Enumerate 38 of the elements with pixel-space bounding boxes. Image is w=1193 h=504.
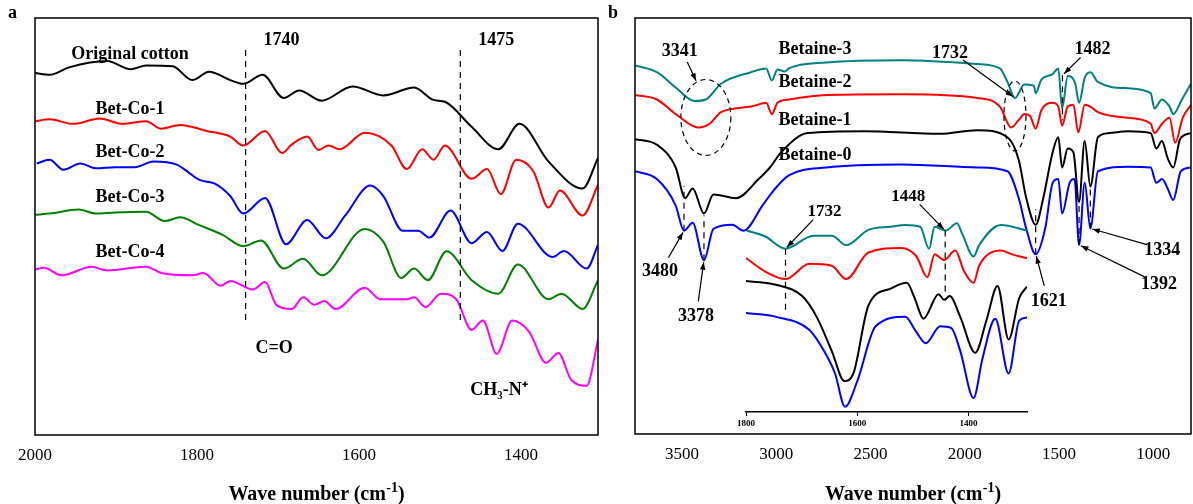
series-label: Betaine-0 — [778, 143, 852, 164]
series-label: Betaine-1 — [778, 109, 852, 130]
x-tick-label: 1800 — [180, 444, 215, 464]
x-tick-label: 3000 — [759, 443, 794, 463]
x-tick-label: 2500 — [853, 443, 888, 463]
chart-title: b — [608, 2, 619, 22]
x-tick-label: 2000 — [18, 444, 52, 464]
annotation: 1621 — [1030, 289, 1067, 310]
annotation: 1392 — [1141, 273, 1178, 294]
x-tick-label: 1400 — [504, 444, 539, 464]
annotation: 3341 — [661, 39, 698, 60]
annotation: 1448 — [891, 185, 926, 205]
x-tick-label: 3500 — [665, 443, 700, 463]
ref-line-label: 1740 — [263, 29, 300, 49]
series-label: Original cotton — [71, 43, 189, 64]
x-tick-label: 1500 — [1042, 443, 1077, 463]
annotation: 3480 — [642, 259, 678, 280]
series-label: Betaine-2 — [778, 71, 852, 91]
series-label: Bet-Co-4 — [95, 240, 165, 261]
annotation: 1732 — [807, 200, 842, 220]
annotation: 1334 — [1144, 238, 1181, 259]
annotation: 3378 — [677, 305, 714, 326]
x-tick-label: 1600 — [342, 444, 377, 464]
series-label: Bet-Co-2 — [95, 141, 165, 162]
series-label: Betaine-3 — [778, 38, 852, 59]
x-tick-label: 1000 — [1136, 443, 1171, 463]
series-label: Bet-Co-1 — [95, 97, 165, 118]
x-tick-label: 2000 — [947, 443, 982, 463]
x-tick-label: 1400 — [959, 417, 979, 428]
x-tick-label: 1600 — [848, 417, 867, 428]
annotation: C=O — [255, 337, 293, 357]
x-tick-label: 1800 — [737, 417, 756, 428]
annotation: 1482 — [1074, 38, 1111, 59]
annotation: 1732 — [931, 42, 968, 63]
annotation: CH₃-N⁺ — [470, 379, 528, 399]
chart-title: a — [8, 2, 17, 22]
ref-line-label: 1475 — [478, 29, 515, 49]
series-label: Bet-Co-3 — [95, 186, 165, 207]
